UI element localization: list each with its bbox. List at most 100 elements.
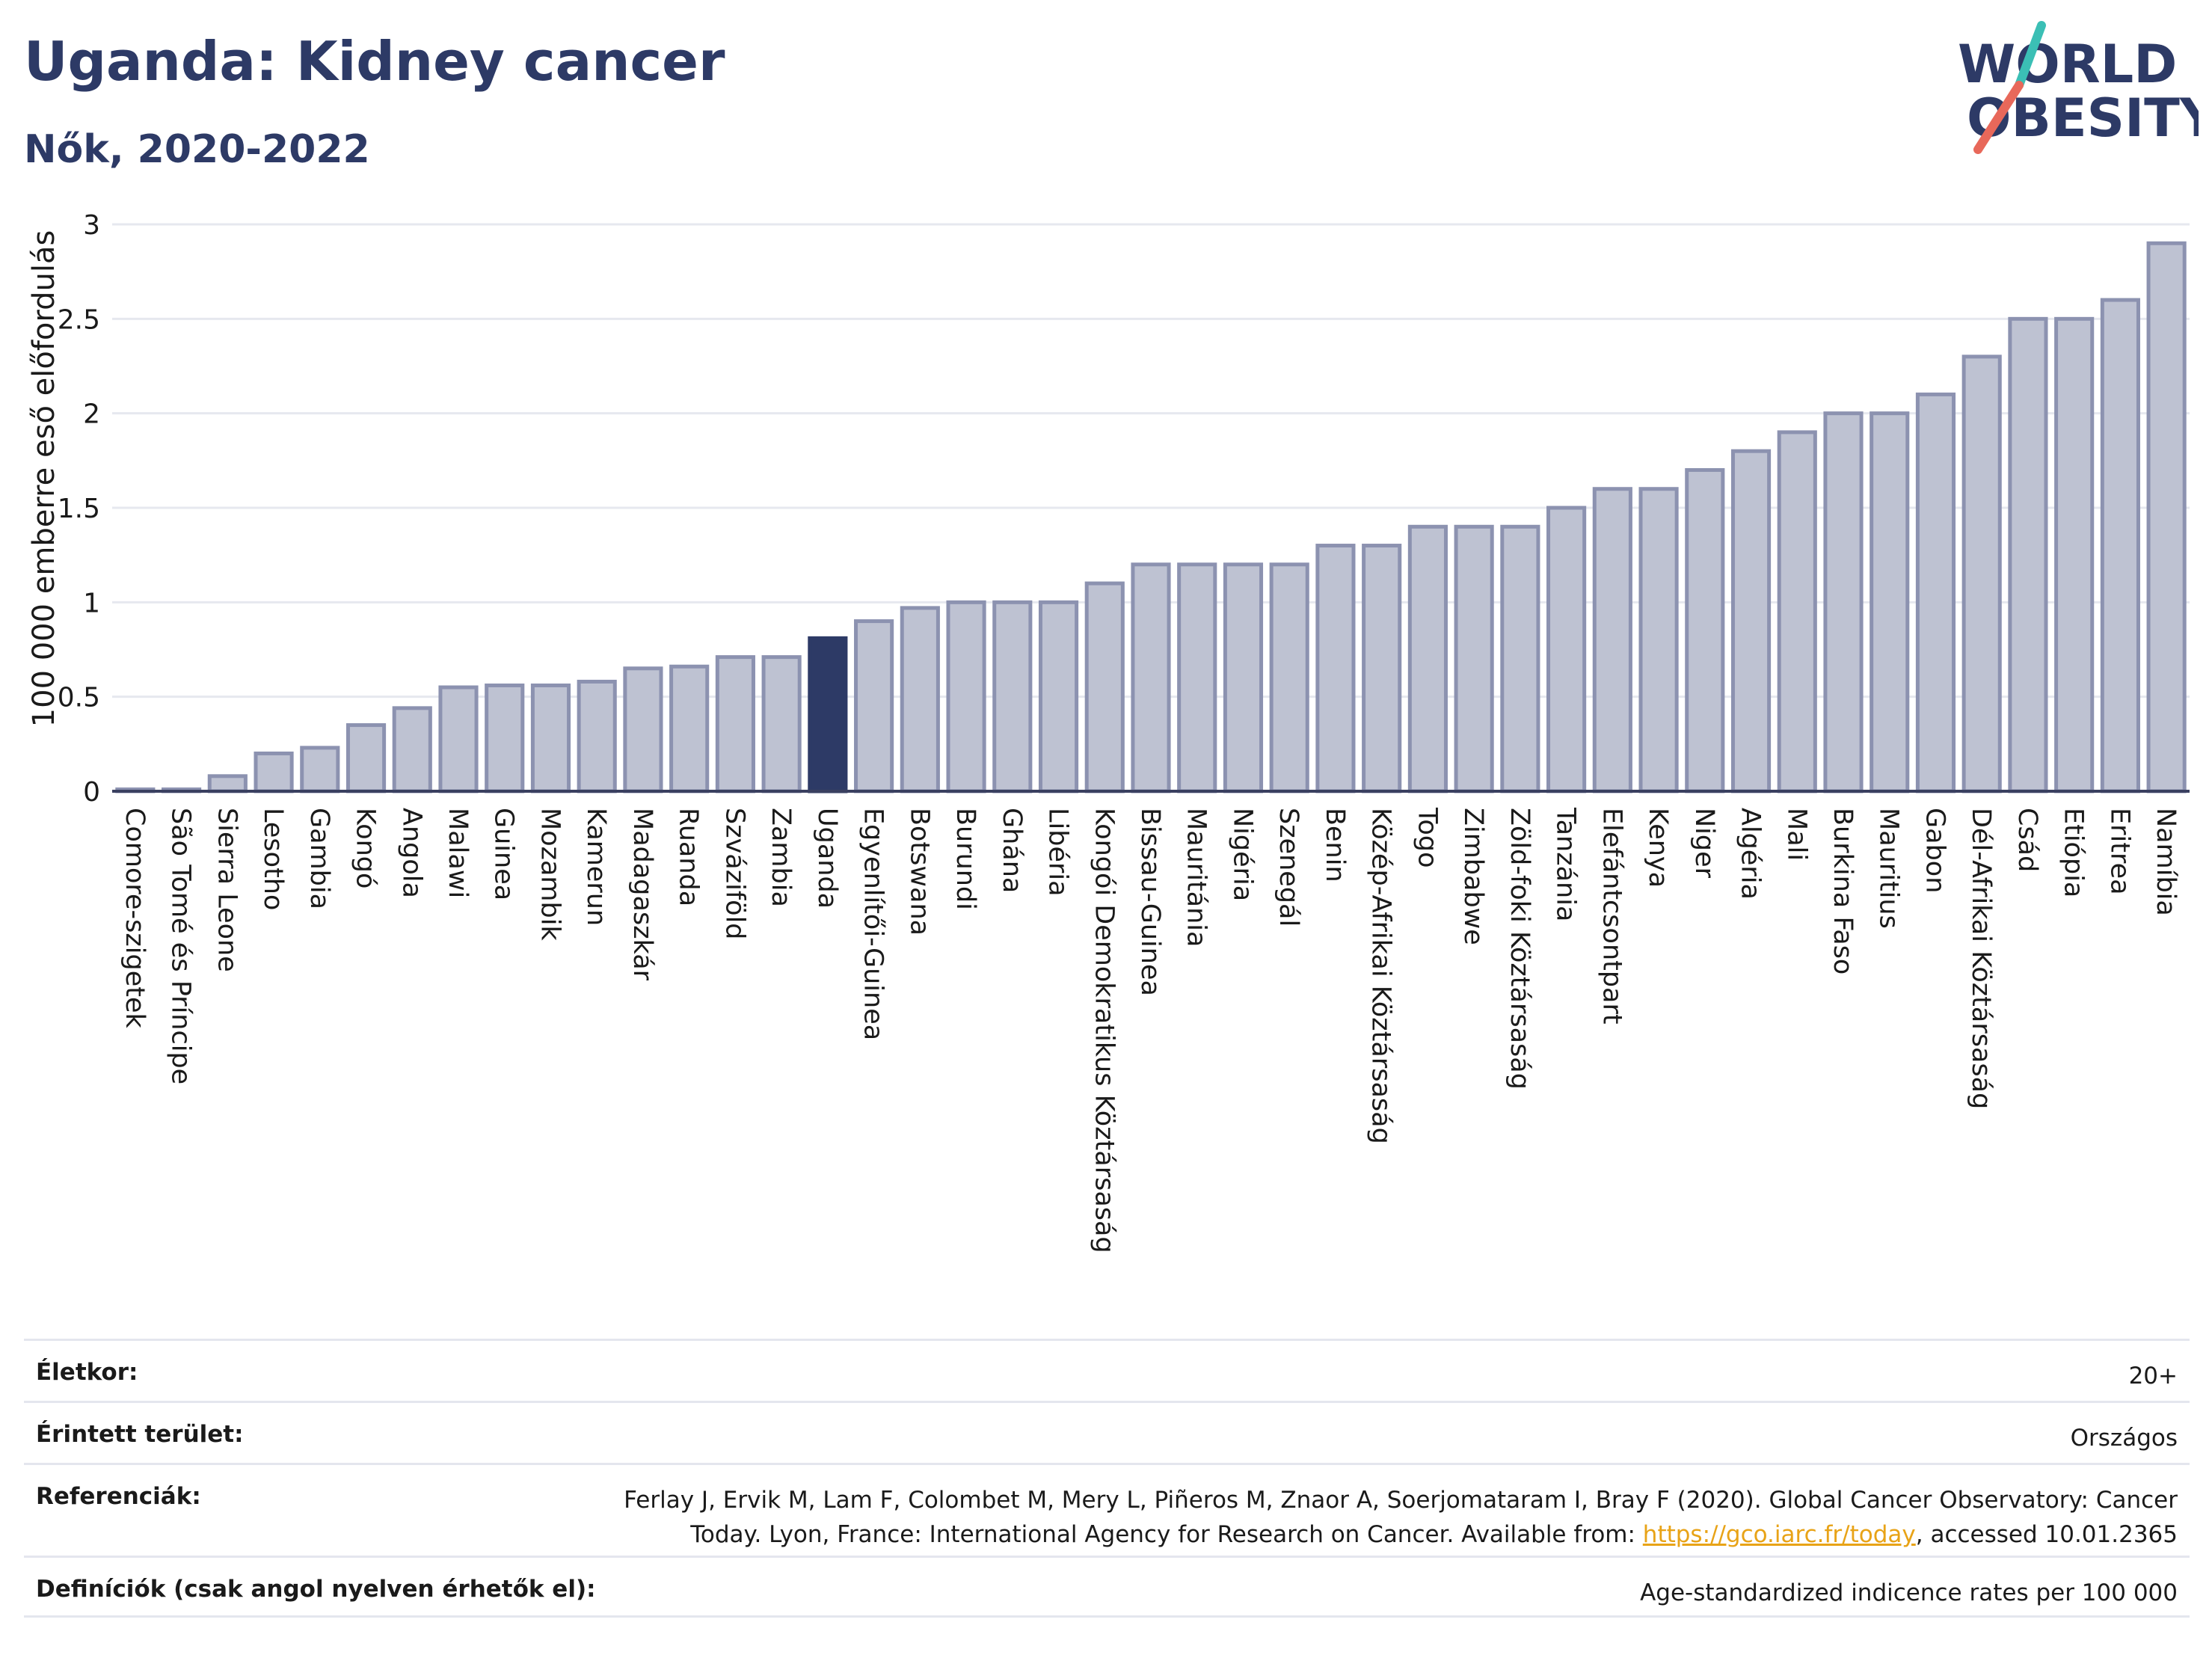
x-tick-label: Niger: [1689, 808, 1719, 879]
info-value-definitions: Age-standardized indicence rates per 100…: [1640, 1579, 2178, 1606]
x-tick-label: Algéria: [1736, 808, 1766, 900]
x-tick-label: Közép-Afrikai Köztársaság: [1366, 808, 1396, 1144]
bar-highlighted: [808, 636, 848, 793]
bar: [1454, 524, 1494, 793]
x-tick-label: Lesotho: [258, 808, 288, 910]
bar: [2008, 316, 2048, 793]
info-row-definitions: Definíciók (csak angol nyelven érhetők e…: [24, 1556, 2190, 1618]
x-tick-label: Guinea: [489, 808, 519, 900]
bar: [1038, 600, 1079, 793]
bar: [946, 600, 986, 793]
bar: [1546, 506, 1587, 793]
bar: [1362, 544, 1402, 793]
info-value-references: Ferlay J, Ervik M, Lam F, Colombet M, Me…: [624, 1483, 2178, 1552]
y-tick-label: 2.5: [58, 304, 100, 335]
x-tick-label: Szváziföld: [719, 808, 749, 940]
x-tick-label: Mauritánia: [1182, 808, 1211, 947]
bar: [992, 600, 1033, 793]
info-label-definitions: Definíciók (csak angol nyelven érhetők e…: [36, 1576, 596, 1603]
chart-subtitle: Nők, 2020-2022: [24, 127, 370, 172]
bar: [485, 684, 525, 793]
bar: [438, 685, 479, 793]
bar-chart: 0 0.5 1 1.5 2 2.5 3 Comore-szigetek São Tomé és…: [27, 210, 2190, 1253]
bar: [2054, 316, 2095, 793]
info-row-references: Referenciák: Ferlay J, Ervik M, Lam F, C…: [24, 1463, 2190, 1556]
bar: [1870, 411, 1910, 793]
bar: [577, 679, 617, 793]
x-tick-label: Egyenlítői-Guinea: [858, 808, 888, 1040]
x-tick-label: Kongó: [351, 808, 381, 888]
info-table: Életkor: 20+ Érintett terület: Országos …: [24, 1339, 2190, 1618]
x-tick-label: Szenegál: [1274, 808, 1303, 927]
y-tick-label: 2: [83, 399, 100, 430]
x-tick-label: Gabon: [1920, 808, 1950, 893]
reference-link[interactable]: https://gco.iarc.fr/today: [1642, 1521, 1916, 1548]
info-row-age: Életkor: 20+: [24, 1339, 2190, 1401]
bar: [1500, 524, 1540, 793]
info-label-references: Referenciák:: [36, 1483, 201, 1510]
x-tick-label: Comore-szigetek: [120, 808, 150, 1028]
info-label-area: Érintett terület:: [36, 1421, 244, 1448]
bar: [530, 684, 571, 793]
logo-line2: OBESITY: [1967, 87, 2199, 149]
x-tick-label: Tanzánia: [1551, 807, 1581, 921]
x-tick-label: Elefántcsontpart: [1597, 808, 1626, 1025]
x-tick-label: Zimbabwe: [1458, 808, 1488, 945]
bar: [623, 666, 663, 793]
y-tick-label: 1: [83, 588, 100, 618]
info-label-age: Életkor:: [36, 1359, 138, 1386]
x-tick-label: Burundi: [950, 808, 980, 910]
chart-title: Uganda: Kidney cancer: [24, 30, 725, 93]
y-tick-labels: 0 0.5 1 1.5 2 2.5 3: [58, 210, 100, 808]
bar: [300, 746, 340, 793]
x-tick-label: Csád: [2012, 808, 2042, 872]
x-tick-label: Eritrea: [2104, 808, 2134, 895]
x-tick-label: Gambia: [304, 808, 334, 909]
bar: [1223, 562, 1264, 793]
x-tick-label: Ghána: [997, 808, 1027, 893]
bar: [1730, 449, 1772, 793]
reference-line1: Ferlay J, Ervik M, Lam F, Colombet M, Me…: [624, 1487, 2178, 1514]
y-tick-label: 0: [83, 777, 100, 808]
x-tick-label: Mauritius: [1874, 808, 1904, 929]
bar: [1685, 467, 1725, 793]
x-tick-label: Etiópia: [2059, 808, 2089, 897]
x-tick-label: Zambia: [766, 808, 796, 907]
x-tick-label: Kongói Demokratikus Köztársaság: [1089, 808, 1119, 1253]
bar: [2146, 241, 2187, 793]
bar: [345, 723, 387, 793]
info-row-area: Érintett terület: Országos: [24, 1401, 2190, 1463]
bar: [1777, 430, 1817, 793]
x-tick-label: Malawi: [443, 808, 473, 898]
bar: [669, 664, 710, 793]
bar: [854, 619, 894, 793]
bar: [1315, 544, 1356, 793]
x-tick-label: Kamerun: [581, 808, 611, 926]
x-tick-label: Namíbia: [2151, 808, 2181, 916]
x-tick-label: Uganda: [812, 808, 842, 909]
bar: [392, 706, 432, 793]
bar: [1638, 487, 1679, 793]
bar: [1269, 562, 1309, 793]
y-axis-label: 100 000 emberre eső előfordulás: [27, 230, 61, 728]
x-tick-label: Dél-Afrikai Köztársaság: [1966, 808, 1996, 1109]
bar: [1915, 392, 1956, 793]
info-value-area: Országos: [2070, 1425, 2178, 1452]
x-tick-labels: Comore-szigetek São Tomé és Príncipe Sierr…: [120, 807, 2181, 1253]
x-tick-label: Madagaszkár: [627, 808, 657, 981]
bar: [1131, 562, 1171, 793]
x-tick-label: Kenya: [1643, 808, 1673, 888]
info-value-age: 20+: [2128, 1363, 2178, 1390]
x-tick-label: Nigéria: [1227, 808, 1257, 901]
world-obesity-logo: WORLD OBESITY: [1958, 21, 2199, 154]
bar: [715, 655, 755, 793]
reference-line2-post: , accessed 10.01.2365: [1915, 1521, 2178, 1548]
x-tick-label: Mozambik: [535, 808, 565, 941]
reference-line2-pre: Today. Lyon, France: International Agenc…: [690, 1521, 1643, 1548]
bar: [1407, 524, 1448, 793]
x-tick-label: Burkina Faso: [1828, 808, 1858, 974]
x-tick-label: Togo: [1412, 807, 1442, 868]
bar: [1177, 562, 1217, 793]
x-tick-label: Botswana: [904, 808, 934, 936]
logo-slash-coral: [1973, 81, 2024, 154]
